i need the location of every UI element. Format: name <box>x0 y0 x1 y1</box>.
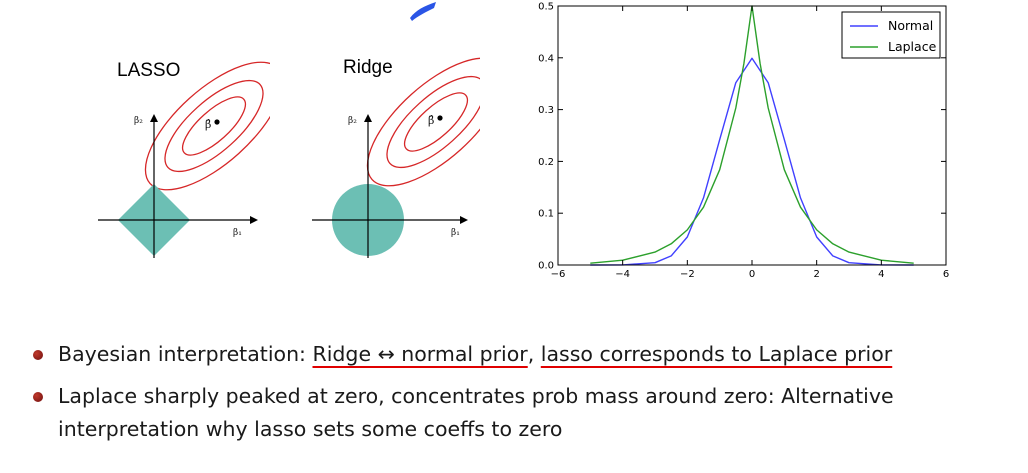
ridge-estimate-point <box>437 115 443 121</box>
series-line-normal <box>590 57 914 266</box>
ridge-contour-inner <box>403 92 469 152</box>
ridge-contour-outer <box>366 57 480 187</box>
bullet-text-underlined: lasso corresponds to Laplace prior <box>540 342 893 366</box>
lasso-estimate-label: β̂ <box>205 118 212 131</box>
ridge-axis-x-label: β₁ <box>451 228 460 238</box>
ridge-figure <box>312 57 480 258</box>
x-tick-label: 0 <box>749 269 755 280</box>
lasso-title: LASSO <box>117 60 181 81</box>
lasso-contour-middle <box>164 79 264 173</box>
bullet-item-laplace: Laplace sharply peaked at zero, concentr… <box>28 380 1018 446</box>
y-tick-label: 0.5 <box>538 2 554 13</box>
lasso-contour-inner <box>181 96 247 156</box>
bullet-dot-icon <box>33 350 43 360</box>
ridge-contour-middle <box>386 75 480 169</box>
x-tick-label: 6 <box>943 269 949 280</box>
lasso-estimate-point <box>214 119 220 125</box>
legend-box <box>841 11 941 59</box>
ridge-contours <box>366 57 480 187</box>
pen-annotation-mark <box>410 2 436 21</box>
y-tick-label: 0.2 <box>538 157 554 168</box>
bullet-text-part: Bayesian interpretation: <box>58 342 313 366</box>
legend-label-laplace: Laplace <box>888 39 937 54</box>
ridge-title: Ridge <box>343 57 393 78</box>
lasso-axis-y-label: β₂ <box>134 116 143 126</box>
lasso-contour-outer <box>144 61 270 191</box>
legend-label-normal: Normal <box>888 18 933 33</box>
x-tick-label: −4 <box>615 269 630 280</box>
x-tick-label: 4 <box>878 269 884 280</box>
y-tick-label: 0.0 <box>538 261 554 272</box>
x-tick-label: −6 <box>551 269 566 280</box>
bullet-text: Laplace sharply peaked at zero, concentr… <box>58 384 894 441</box>
x-tick-label: 2 <box>813 269 819 280</box>
lasso-axis-x-label: β₁ <box>233 228 242 238</box>
lasso-figure <box>98 61 270 258</box>
bullet-list: Bayesian interpretation: Ridge ↔ normal … <box>28 338 1018 446</box>
lasso-contours <box>144 61 270 191</box>
y-tick-label: 0.3 <box>538 105 554 116</box>
x-tick-label: −2 <box>680 269 695 280</box>
bullet-dot-icon <box>33 392 43 402</box>
ridge-axis-y-label: β₂ <box>348 116 357 126</box>
bullet-text-underlined: Ridge ↔ normal prior <box>312 342 528 366</box>
density-chart: −6 −4 −2 0 2 4 6 0.0 0.1 0.2 0.3 0.4 0.5 Normal Laplac… <box>538 2 949 281</box>
bullet-text-part: , <box>527 342 541 366</box>
bullet-item-bayesian: Bayesian interpretation: Ridge ↔ normal … <box>28 338 1018 371</box>
y-tick-label: 0.1 <box>538 209 554 220</box>
bullet-text: Bayesian interpretation: Ridge ↔ normal … <box>58 342 892 366</box>
ridge-estimate-label: β̂ <box>428 114 435 127</box>
y-tick-label: 0.4 <box>538 53 554 64</box>
